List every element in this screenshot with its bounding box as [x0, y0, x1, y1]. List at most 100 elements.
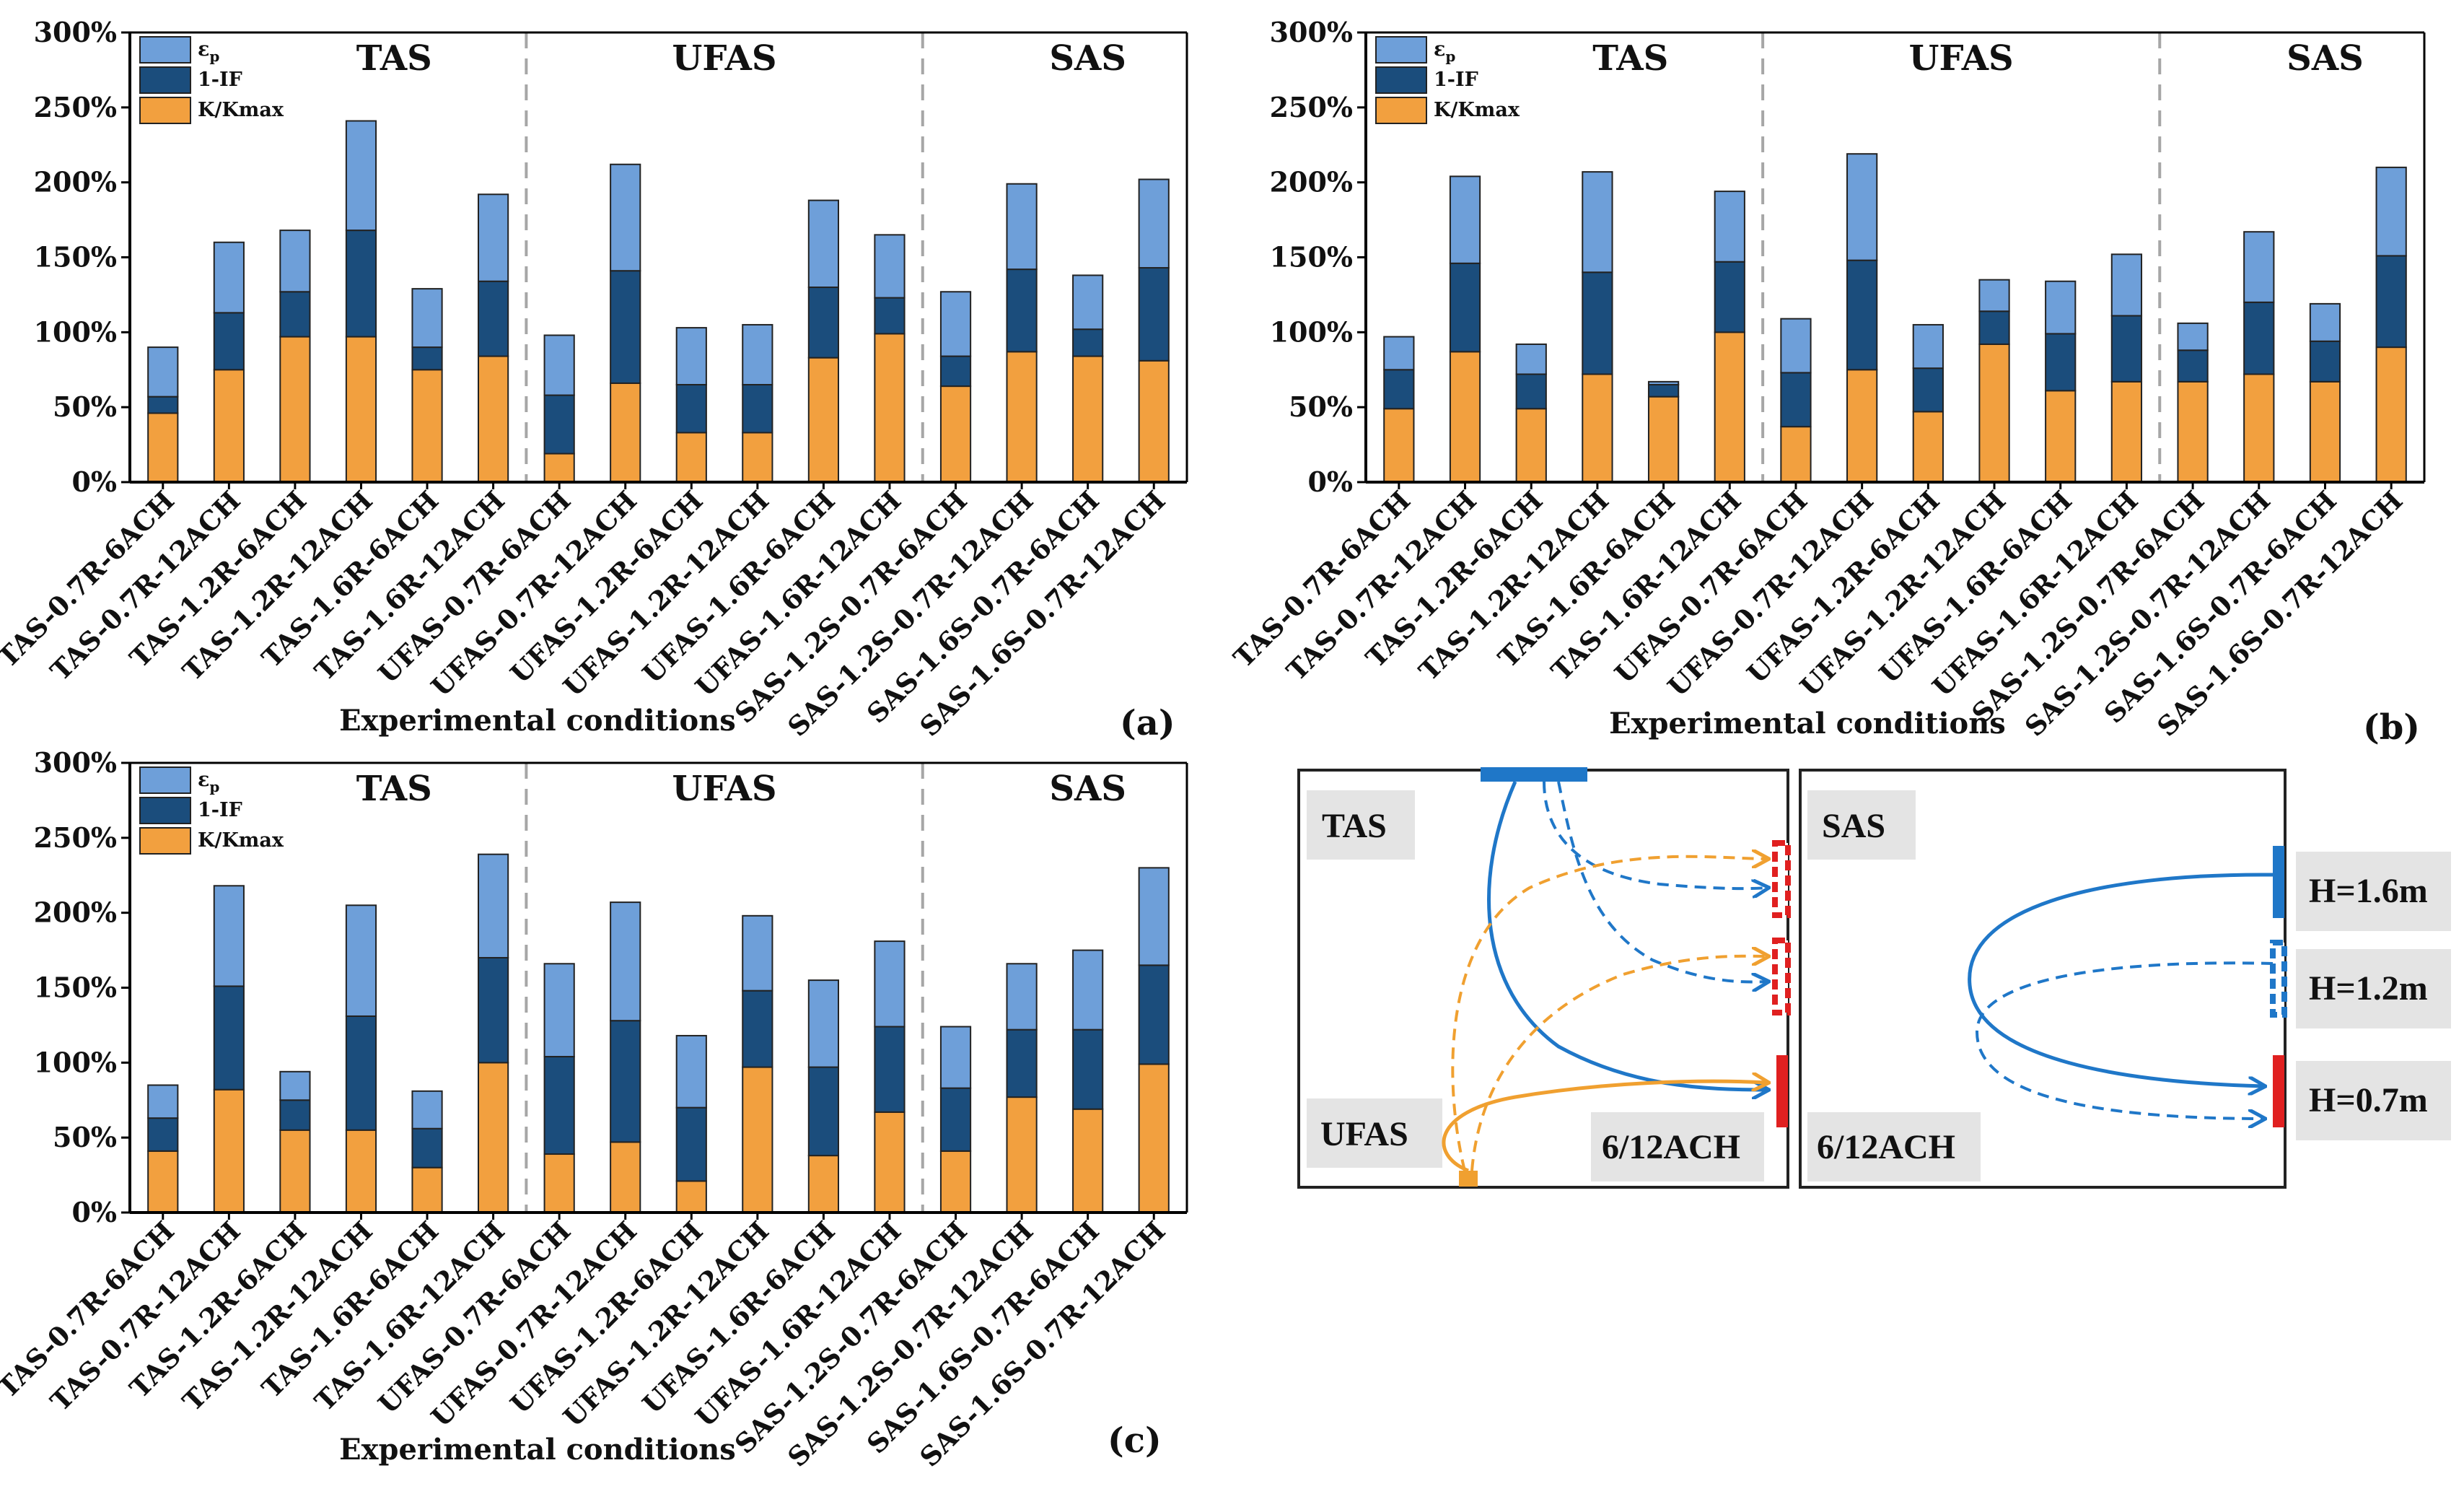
bar-if-2	[279, 291, 311, 338]
y-tick-label: 200%	[34, 166, 117, 198]
bar-if-5	[477, 280, 509, 357]
bar-eps-5	[1714, 191, 1745, 263]
bar-eps-3	[1582, 171, 1613, 274]
group-title-sas: SAS	[2287, 38, 2364, 79]
bar-eps-13	[1006, 183, 1038, 271]
bar-eps-11	[874, 940, 906, 1028]
sas-supply-1.6m	[2273, 846, 2284, 918]
bar-eps-6	[1780, 318, 1812, 374]
bar-k-15	[1138, 359, 1170, 484]
sas-label: SAS	[1822, 807, 1885, 845]
bar-if-12	[939, 1087, 972, 1152]
bar-k-2	[279, 1129, 311, 1213]
ufas-label: UFAS	[1320, 1115, 1408, 1153]
y-tick-label: 250%	[34, 91, 117, 123]
bar-eps-7	[610, 901, 641, 1022]
bar-eps-11	[874, 234, 906, 299]
bar-eps-3	[345, 904, 377, 1017]
bar-k-2	[279, 336, 311, 483]
group-title-ufas: UFAS	[672, 769, 777, 809]
bar-if-4	[411, 1127, 443, 1168]
bar-k-14	[2309, 380, 2341, 484]
legend-swatch-if	[139, 797, 191, 824]
bar-eps-5	[477, 853, 509, 958]
bar-eps-1	[1449, 175, 1481, 264]
bar-eps-12	[939, 291, 972, 357]
tas-label-box	[1307, 790, 1415, 860]
panel-label: (a)	[1120, 703, 1175, 743]
bar-k-6	[1780, 426, 1812, 483]
legend-label-k: K/Kmax	[1434, 99, 1520, 121]
bar-if-4	[1647, 384, 1680, 398]
right-ach-label: 6/12ACH	[1817, 1128, 1955, 1166]
chart-panel-b: TAS UFAS SAS0%50%100%150%200%250%300%TAS-0…	[1227, 16, 2426, 748]
legend-swatch-eps	[139, 36, 191, 64]
bar-if-12	[939, 355, 972, 388]
bar-eps-9	[1978, 279, 2010, 313]
bar-k-9	[742, 1066, 773, 1214]
bar-if-13	[1006, 268, 1038, 353]
y-tick-label: 100%	[1270, 315, 1353, 348]
bar-eps-4	[411, 1090, 443, 1130]
group-title-tas: TAS	[356, 38, 432, 79]
group-title-ufas: UFAS	[672, 38, 777, 79]
bar-if-6	[543, 394, 575, 455]
chart-panel-a: TAS UFAS SAS0%50%100%150%200%250%300%TAS-0…	[0, 16, 1188, 743]
panel-label: (c)	[1108, 1420, 1162, 1461]
bar-k-11	[874, 333, 906, 483]
airflow-schematic: TAS UFAS 6/12ACH SAS 6/12ACH H=1.6m H=1.…	[1297, 767, 2451, 1189]
bar-eps-11	[2110, 253, 2143, 317]
group-title-sas: SAS	[1049, 769, 1126, 809]
h12-label: H=1.2m	[2309, 969, 2428, 1008]
left-ach-label: 6/12ACH	[1602, 1128, 1740, 1166]
bar-k-3	[345, 1129, 377, 1213]
bar-eps-7	[1846, 153, 1878, 261]
bar-k-0	[147, 412, 179, 483]
x-axis-title: Experimental conditions	[339, 704, 736, 738]
bar-k-5	[1714, 331, 1745, 484]
bar-eps-10	[807, 199, 840, 289]
y-tick-label: 250%	[34, 821, 117, 854]
bar-if-12	[2177, 349, 2209, 383]
y-tick-label: 50%	[1289, 390, 1353, 423]
bar-if-7	[1846, 259, 1878, 371]
legend-swatch-eps	[139, 766, 191, 794]
legend-label-k: K/Kmax	[198, 99, 284, 121]
bar-if-8	[675, 1106, 707, 1182]
bar-if-8	[1912, 367, 1944, 413]
bar-eps-9	[742, 914, 773, 992]
bar-if-5	[1714, 261, 1745, 333]
bar-if-2	[1515, 373, 1547, 410]
bar-eps-14	[1072, 949, 1104, 1031]
y-tick-label: 200%	[1270, 166, 1353, 198]
bar-if-9	[1978, 310, 2010, 345]
bar-if-13	[1006, 1028, 1038, 1098]
bar-k-14	[1072, 355, 1104, 483]
bar-k-4	[411, 369, 443, 483]
bar-eps-14	[2309, 302, 2341, 342]
bar-if-15	[1138, 964, 1170, 1065]
bar-if-10	[807, 1066, 840, 1157]
bar-k-4	[411, 1166, 443, 1213]
bar-k-14	[1072, 1108, 1104, 1213]
bar-if-8	[675, 384, 707, 434]
h12-label-box	[2296, 949, 2451, 1028]
group-title-tas: TAS	[356, 769, 432, 809]
bar-k-6	[543, 453, 575, 483]
bar-eps-12	[939, 1026, 972, 1089]
bar-eps-9	[742, 323, 773, 386]
bar-if-14	[1072, 328, 1104, 357]
ufas-flow-solid	[1442, 1081, 1768, 1173]
group-title-tas: TAS	[1592, 38, 1668, 79]
bar-if-4	[411, 346, 443, 371]
bar-k-3	[345, 336, 377, 483]
y-tick-label: 250%	[1270, 91, 1353, 123]
bar-eps-7	[610, 163, 641, 272]
bar-k-13	[1006, 351, 1038, 483]
legend-label-eps: εp	[198, 38, 219, 65]
bar-eps-8	[1912, 323, 1944, 370]
bar-if-11	[874, 1026, 906, 1113]
bar-k-6	[543, 1153, 575, 1214]
bar-k-10	[807, 1155, 840, 1213]
